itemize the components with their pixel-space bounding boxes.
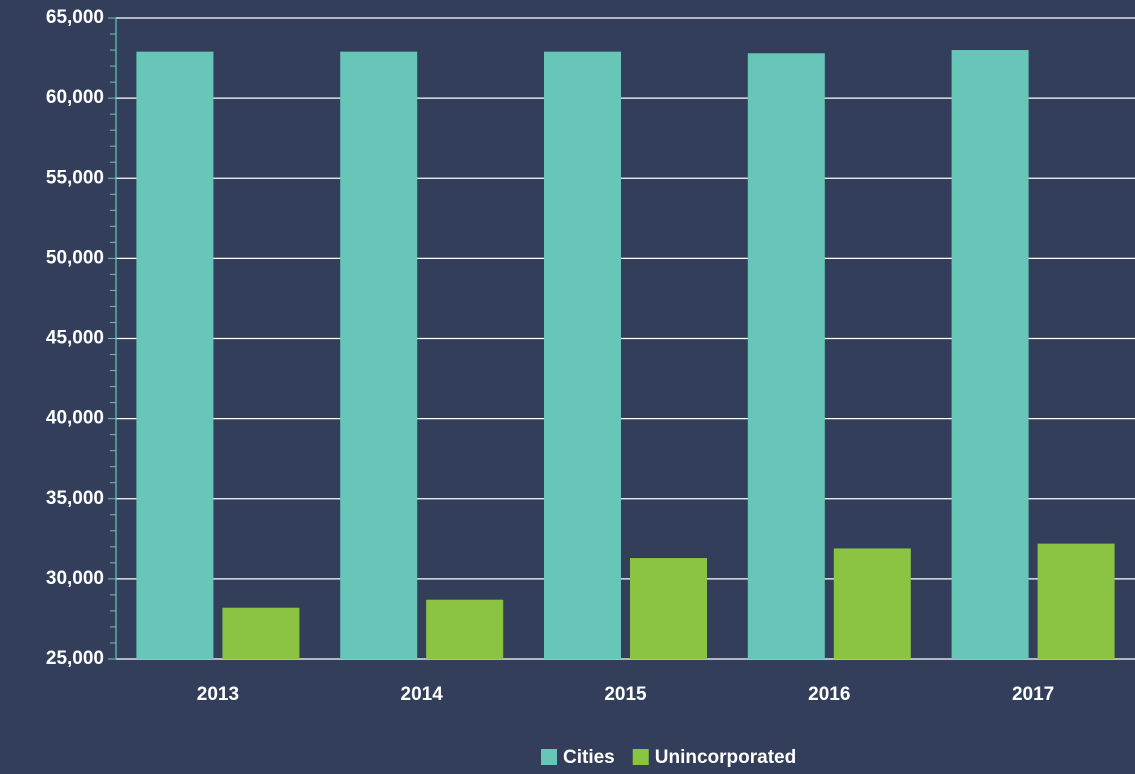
x-tick-label: 2013 (197, 684, 239, 705)
y-tick-label: 55,000 (46, 167, 104, 188)
legend-label: Unincorporated (655, 747, 796, 768)
y-tick-label: 30,000 (46, 568, 104, 589)
bar (544, 51, 621, 659)
legend-swatch (541, 749, 557, 765)
x-tick-label: 2016 (808, 684, 850, 705)
legend-label: Cities (563, 747, 615, 768)
bar (747, 53, 825, 659)
x-tick-label: 2014 (401, 684, 444, 705)
y-tick-label: 40,000 (46, 408, 104, 429)
bar (1037, 543, 1115, 659)
y-tick-label: 35,000 (46, 488, 104, 509)
y-tick-label: 50,000 (46, 247, 104, 268)
legend-swatch (632, 749, 649, 765)
bar (833, 548, 911, 659)
bar (136, 51, 214, 659)
bar (426, 599, 504, 659)
bar (951, 50, 1029, 660)
bar (630, 558, 707, 659)
y-tick-label: 65,000 (46, 7, 104, 28)
y-tick-label: 45,000 (46, 328, 104, 349)
y-tick-label: 25,000 (46, 648, 104, 669)
x-tick-label: 2015 (604, 684, 647, 705)
y-tick-label: 60,000 (46, 87, 104, 108)
bar (222, 607, 300, 659)
bar (340, 51, 418, 659)
x-tick-label: 2017 (1012, 684, 1054, 705)
